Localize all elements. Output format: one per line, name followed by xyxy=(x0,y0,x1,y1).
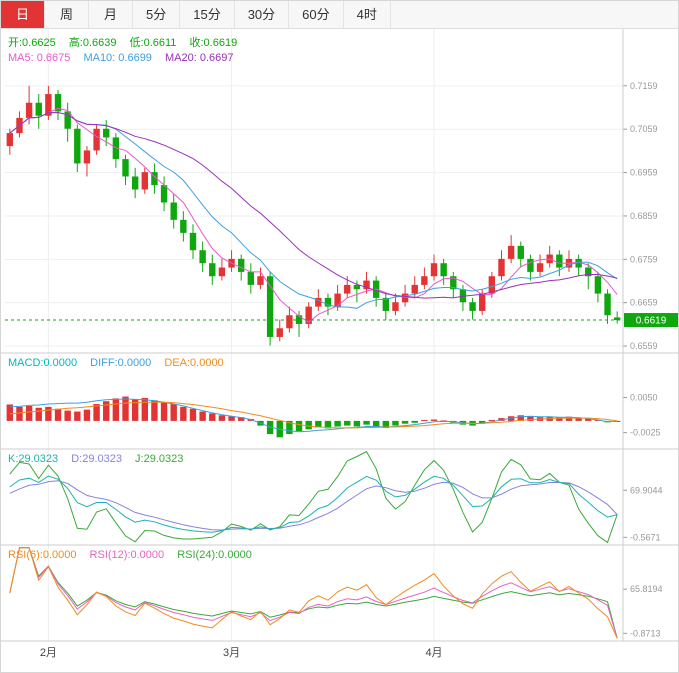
svg-text:-0.0025: -0.0025 xyxy=(630,428,661,438)
diff-line xyxy=(9,398,618,433)
ma20-value: MA20: 0.6697 xyxy=(165,52,234,64)
svg-text:0.6559: 0.6559 xyxy=(630,341,658,351)
tab-30min[interactable]: 30分 xyxy=(235,1,290,28)
ma10-value: MA10: 0.6699 xyxy=(83,52,152,64)
tab-15min[interactable]: 15分 xyxy=(180,1,235,28)
kdj-readout: K:29.0323 D:29.0323 J:29.0323 xyxy=(8,453,193,465)
last-price-badge: 0.6619 xyxy=(624,313,678,328)
svg-text:65.8194: 65.8194 xyxy=(630,584,663,594)
svg-text:-0.8713: -0.8713 xyxy=(630,628,661,638)
macd-readout: MACD:0.0000 DIFF:0.0000 DEA:0.0000 xyxy=(8,357,234,369)
tab-60min[interactable]: 60分 xyxy=(289,1,344,28)
rsi24-value: RSI(24):0.0000 xyxy=(177,549,252,561)
svg-text:69.9044: 69.9044 xyxy=(630,485,663,495)
d-value: D:29.0323 xyxy=(71,453,122,465)
svg-text:0.6659: 0.6659 xyxy=(630,298,658,308)
svg-text:0.7159: 0.7159 xyxy=(630,81,658,91)
ohlc-readout: 开:0.6625 高:0.6639 低:0.6611 收:0.6619 xyxy=(8,34,247,50)
tab-day[interactable]: 日 xyxy=(1,1,45,28)
svg-text:0.6859: 0.6859 xyxy=(630,211,658,221)
svg-text:-0.5671: -0.5671 xyxy=(630,532,661,542)
dea-line xyxy=(9,401,618,429)
timeframe-tabbar: 日 周 月 5分 15分 30分 60分 4时 xyxy=(1,1,678,29)
svg-text:0.7059: 0.7059 xyxy=(630,124,658,134)
d-line xyxy=(9,480,618,531)
open-value: 开:0.6625 xyxy=(8,37,56,49)
k-line xyxy=(9,475,618,533)
svg-text:0.6619: 0.6619 xyxy=(636,316,667,327)
tab-week[interactable]: 周 xyxy=(45,1,89,28)
svg-text:4月: 4月 xyxy=(425,647,442,659)
k-value: K:29.0323 xyxy=(8,453,59,465)
rsi6-value: RSI(6):0.0000 xyxy=(8,549,77,561)
low-value: 低:0.6611 xyxy=(129,37,177,49)
x-axis-labels: 2月 3月 4月 xyxy=(40,647,443,659)
svg-text:0.0050: 0.0050 xyxy=(630,392,658,402)
j-value: J:29.0323 xyxy=(135,453,184,465)
rsi-readout: RSI(6):0.0000 RSI(12):0.0000 RSI(24):0.0… xyxy=(8,549,262,561)
tab-5min[interactable]: 5分 xyxy=(133,1,181,28)
tab-4hour[interactable]: 4时 xyxy=(344,1,391,28)
diff-value: DIFF:0.0000 xyxy=(90,357,152,369)
j-line xyxy=(9,450,618,544)
ma5-value: MA5: 0.6675 xyxy=(8,52,71,64)
price-axis: 0.7159 0.7059 0.6959 0.6859 0.6759 0.6659 0.65… xyxy=(623,81,658,351)
svg-text:2月: 2月 xyxy=(40,647,57,659)
high-value: 高:0.6639 xyxy=(68,37,117,49)
dea-value: DEA:0.0000 xyxy=(164,357,224,369)
ma20-line xyxy=(9,111,618,299)
tab-month[interactable]: 月 xyxy=(89,1,133,28)
ma5-line xyxy=(9,107,618,323)
close-value: 收:0.6619 xyxy=(189,37,238,49)
svg-text:0.6759: 0.6759 xyxy=(630,254,658,264)
rsi24-line xyxy=(9,547,618,639)
svg-text:3月: 3月 xyxy=(223,647,240,659)
ma10-line xyxy=(9,111,618,309)
ma-readout: MA5: 0.6675 MA10: 0.6699 MA20: 0.6697 xyxy=(8,52,244,64)
svg-text:0.6959: 0.6959 xyxy=(630,168,658,178)
rsi6-line xyxy=(9,547,618,639)
macd-value: MACD:0.0000 xyxy=(8,357,78,369)
rsi12-value: RSI(12):0.0000 xyxy=(89,549,165,561)
rsi12-line xyxy=(9,547,618,639)
